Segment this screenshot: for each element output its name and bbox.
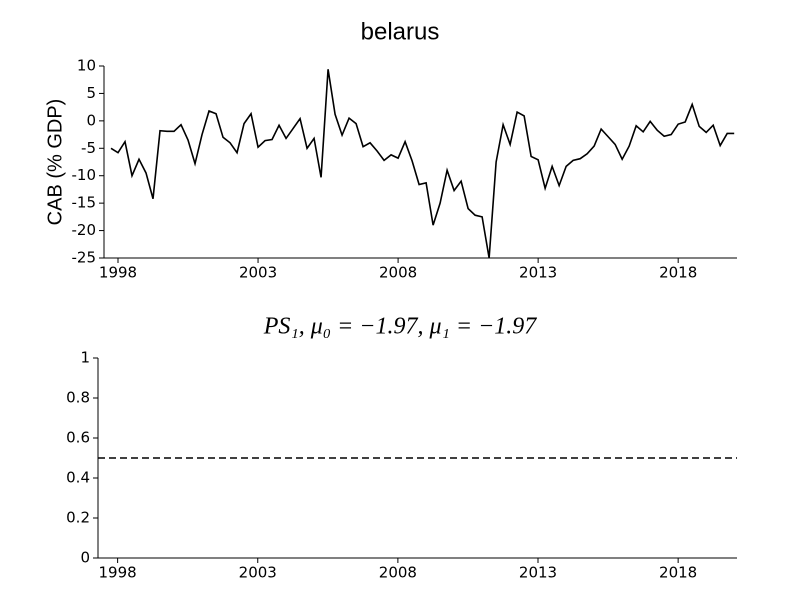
y-tick-label: 0.2 [66, 509, 90, 527]
x-tick-label: 2008 [379, 264, 417, 282]
y-tick-label: -20 [72, 221, 97, 239]
y-tick-label: 10 [77, 57, 96, 75]
chart-title: belarus [361, 18, 440, 45]
x-tick-label: 1998 [99, 264, 137, 282]
x-tick-label: 2003 [239, 564, 277, 582]
y-axis-label: CAB (% GDP) [44, 99, 66, 226]
x-tick-label: 2018 [659, 564, 697, 582]
x-tick-label: 2003 [239, 264, 277, 282]
y-tick-label: -5 [81, 139, 96, 157]
y-tick-label: 0.6 [66, 429, 90, 447]
y-tick-label: -25 [72, 249, 97, 267]
chart-title: PS₁, μ₀ = −1.97, μ₁ = −1.97 [263, 314, 538, 340]
x-tick-label: 2013 [519, 264, 557, 282]
x-tick-label: 1998 [99, 564, 137, 582]
y-tick-label: 5 [86, 84, 96, 102]
y-tick-label: 0.4 [66, 469, 90, 487]
y-tick-label: -10 [72, 166, 97, 184]
y-tick-label: 0.8 [66, 389, 90, 407]
y-tick-label: -15 [72, 194, 97, 212]
y-tick-label: 1 [80, 349, 90, 367]
x-tick-label: 2008 [379, 564, 417, 582]
y-tick-label: 0 [86, 111, 96, 129]
y-tick-label: 0 [80, 549, 90, 567]
x-tick-label: 2013 [519, 564, 557, 582]
data-line [110, 69, 735, 259]
x-tick-label: 2018 [659, 264, 697, 282]
